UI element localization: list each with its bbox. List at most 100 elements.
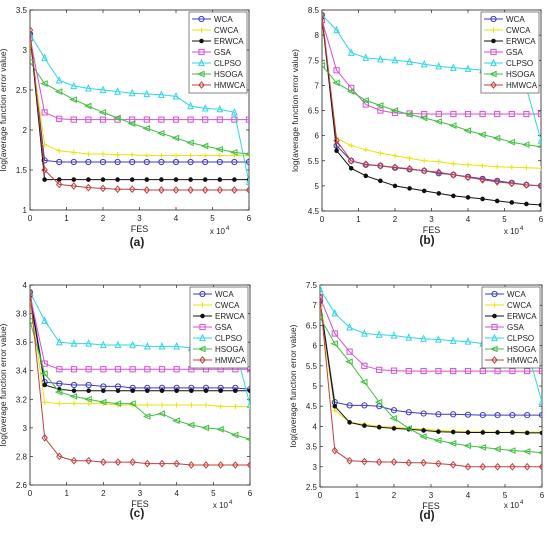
data-point-hmwca (346, 456, 353, 465)
data-point-wca (187, 158, 194, 166)
x-tick-label: 4 (174, 214, 179, 223)
x-multiplier-exponent: 4 (226, 226, 230, 232)
data-point-clpso (449, 336, 457, 344)
data-point-hmwca (99, 184, 107, 193)
data-point-clpso (55, 75, 63, 84)
data-point-cwca (218, 403, 224, 410)
data-point-clpso (464, 337, 472, 345)
data-point-gsa (41, 109, 48, 116)
data-point-clpso (347, 48, 355, 56)
data-point-hmwca (158, 459, 166, 468)
data-point-hmwca (144, 459, 151, 468)
y-tick-label: 5 (315, 182, 320, 191)
data-point-clpso (114, 87, 121, 95)
data-point-hsoga (84, 395, 92, 403)
data-point-gsa (85, 116, 92, 123)
x-tick-label: 1 (64, 214, 69, 223)
data-point-gsa (346, 348, 353, 355)
data-point-hmwca (361, 457, 368, 466)
data-point-hsoga (171, 134, 180, 142)
data-point-clpso (114, 340, 122, 349)
data-point-hsoga (127, 120, 136, 127)
data-point-clpso (377, 54, 384, 63)
data-point-hsoga (345, 358, 353, 366)
data-point-cwca (71, 149, 77, 155)
data-point-hsoga (375, 102, 384, 109)
data-point-clpso (391, 55, 399, 64)
legend-label: GSA (215, 323, 233, 332)
data-point-erwca (421, 188, 427, 194)
data-point-hmwca (158, 186, 165, 194)
series-line-hsoga (320, 317, 542, 454)
data-point-hsoga (113, 400, 122, 407)
y-tick-label: 5.5 (308, 157, 320, 166)
data-point-erwca (378, 178, 383, 184)
data-point-hsoga (113, 114, 121, 122)
data-point-erwca (130, 388, 135, 394)
legend-marker-wca (199, 290, 206, 298)
legend-label: CLPSO (507, 334, 534, 343)
data-point-erwca (524, 201, 529, 207)
data-point-hsoga (156, 129, 165, 137)
data-point-hsoga (142, 125, 150, 132)
series-line-hmwca (322, 14, 541, 187)
data-point-hsoga (244, 152, 249, 156)
data-point-gsa (70, 366, 78, 373)
data-point-hmwca (479, 462, 487, 471)
series-line-wca (30, 292, 250, 390)
data-point-hmwca (143, 186, 151, 194)
data-point-gsa (377, 107, 384, 114)
data-point-cwca (115, 152, 121, 158)
data-point-clpso (70, 81, 78, 90)
y-tick-label: 4 (23, 281, 28, 290)
data-point-gsa (479, 110, 486, 118)
x-multiplier: x 10 (504, 227, 520, 236)
data-point-gsa (538, 367, 542, 375)
y-tick-label: 2.8 (16, 452, 28, 461)
data-point-gsa (56, 115, 63, 122)
x-axis-label: FES (423, 225, 441, 235)
y-tick-label: 3 (23, 46, 28, 55)
data-point-hmwca (56, 452, 63, 461)
data-point-erwca (189, 388, 194, 394)
y-tick-label: 6 (313, 342, 318, 351)
data-point-gsa (144, 366, 151, 373)
data-point-erwca (101, 388, 106, 394)
data-point-clpso (158, 90, 165, 98)
legend-marker-gsa (490, 48, 497, 56)
data-point-clpso (129, 340, 137, 349)
data-point-hmwca (245, 186, 249, 194)
data-point-gsa (464, 367, 472, 375)
data-point-hmwca (390, 458, 398, 466)
data-point-hmwca (128, 185, 136, 194)
data-point-hsoga (537, 450, 542, 455)
legend-label: CWCA (506, 26, 531, 35)
legend-marker-wca (198, 15, 205, 23)
data-point-clpso (420, 334, 427, 342)
data-point-clpso (85, 339, 93, 347)
legend-marker-hsoga (198, 345, 206, 353)
data-point-hsoga (98, 398, 107, 406)
legend-marker-clpso (199, 333, 206, 342)
data-point-cwca (56, 148, 62, 154)
data-point-hmwca (494, 462, 501, 471)
data-point-clpso (143, 89, 151, 98)
data-point-cwca (232, 403, 238, 410)
chart-panel-d: 0 1 2 3 4 5 6 2.5 3 3.5 4 4.5 5 5.5 6 6.5 7 7.5 FES log(ave… (288, 281, 545, 522)
data-point-hmwca (523, 462, 531, 471)
data-point-gsa (202, 116, 209, 123)
panel-label: (c) (130, 506, 145, 520)
data-point-clpso (187, 101, 194, 110)
x-multiplier-exponent: 4 (229, 500, 233, 506)
data-point-erwca (218, 388, 223, 394)
data-point-hmwca (405, 458, 413, 467)
data-point-erwca (202, 177, 208, 182)
data-point-hsoga (448, 122, 457, 129)
x-tick-label: 6 (248, 489, 253, 498)
data-point-gsa (158, 366, 166, 373)
data-point-gsa (479, 367, 486, 375)
y-tick-label: 2.5 (306, 483, 318, 492)
data-point-wca (41, 157, 48, 164)
legend-label: WCA (214, 15, 233, 24)
panel-label: (d) (419, 508, 434, 522)
